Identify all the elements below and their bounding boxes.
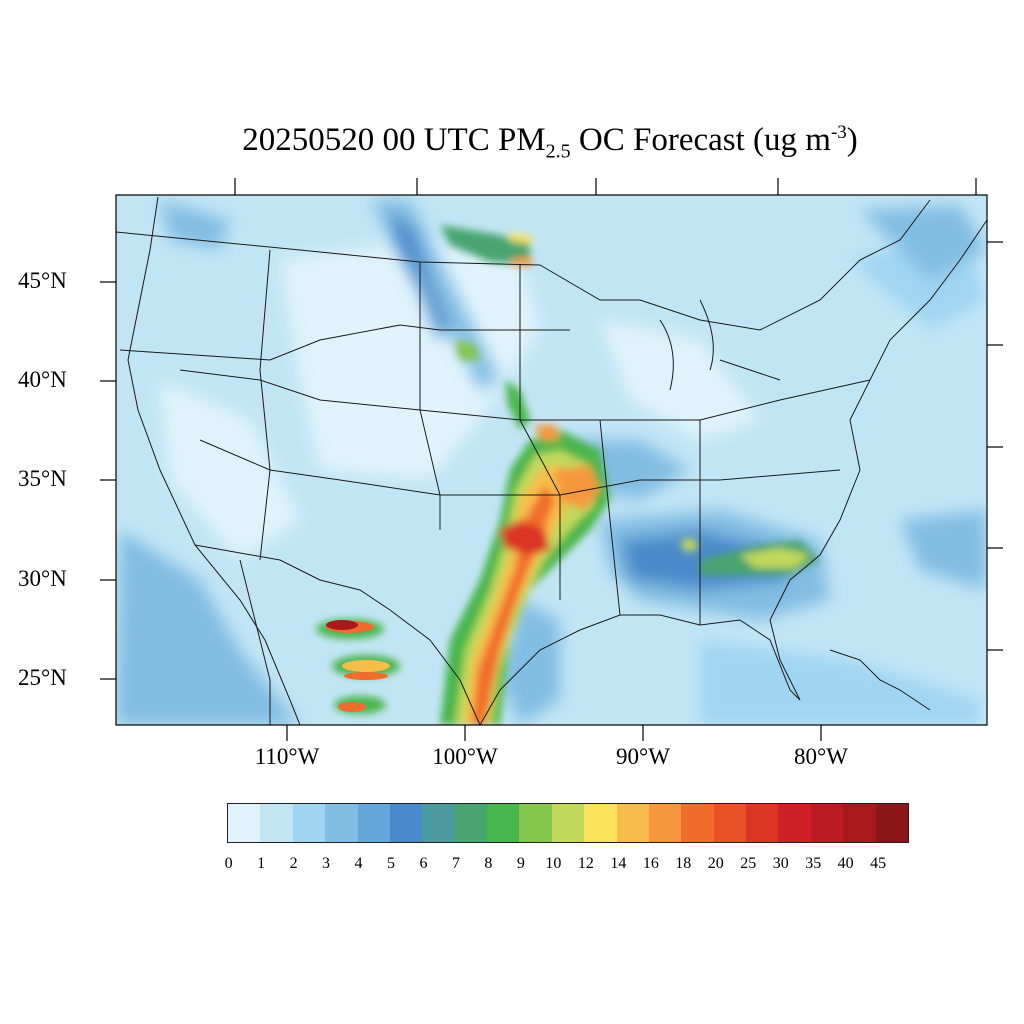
colorbar-swatch <box>228 804 261 842</box>
lat-label-35: 35°N <box>18 466 67 491</box>
colorbar-tick-label: 12 <box>577 855 594 872</box>
great-lakes <box>659 299 781 391</box>
state-line-plains <box>519 265 561 600</box>
lon-label-100w: 100°W <box>432 744 498 769</box>
state-line-central <box>419 262 441 530</box>
gulf-east-coastline <box>479 219 987 725</box>
colorbar-tick-label: 1 <box>257 855 266 872</box>
lat-label-30: 30°N <box>18 566 67 591</box>
colorbar-tick-label: 7 <box>451 855 460 872</box>
colorbar-swatch <box>292 804 326 842</box>
concentration-field <box>116 195 987 725</box>
west-coastline <box>127 196 301 725</box>
colorbar-tick-label: 2 <box>289 855 298 872</box>
colorbar-tick-label: 25 <box>740 855 757 872</box>
mexico-plumes <box>316 619 400 714</box>
colorbar-swatch <box>843 804 876 842</box>
colorbar-swatch <box>713 804 746 842</box>
lon-label-110w: 110°W <box>254 744 320 769</box>
colorbar-tick-label: 16 <box>642 855 659 872</box>
state-line-west <box>259 249 271 561</box>
colorbar-swatch <box>357 804 390 842</box>
colorbar <box>227 803 909 843</box>
caribbean-islands <box>829 649 931 711</box>
colorbar-tick-label: 5 <box>387 855 395 872</box>
lat-label-40: 40°N <box>18 367 67 392</box>
colorbar-swatch <box>422 804 455 842</box>
colorbar-tick-label: 14 <box>610 855 627 872</box>
colorbar-swatch <box>648 804 682 842</box>
title-main: 20250520 00 UTC PM <box>242 122 546 158</box>
us-canada-border <box>116 231 541 266</box>
colorbar-swatch <box>260 804 293 842</box>
colorbar-tick-label: 20 <box>707 855 724 872</box>
title-superscript: -3 <box>830 122 847 143</box>
state-line-south <box>199 439 841 496</box>
map-frame <box>115 194 988 726</box>
colorbar-swatch <box>746 804 779 842</box>
state-line-miss <box>599 419 621 616</box>
colorbar-swatch <box>519 804 552 842</box>
title-subscript: 2.5 <box>545 140 571 163</box>
baja-coast <box>239 559 271 725</box>
title-end: ) <box>846 122 858 158</box>
colorbar-swatch <box>454 804 487 842</box>
great-lakes-border <box>539 199 931 331</box>
colorbar-swatch <box>551 804 585 842</box>
southeast-plume <box>680 538 820 575</box>
colorbar-swatch <box>584 804 617 842</box>
colorbar-tick-label: 9 <box>516 855 525 872</box>
top-ticks <box>234 178 977 195</box>
bottom-ticks <box>286 725 822 741</box>
colorbar-swatch <box>325 804 358 842</box>
colorbar-tick-label: 4 <box>354 855 363 872</box>
lat-label-25: 25°N <box>18 665 67 690</box>
colorbar-swatch <box>616 804 649 842</box>
colorbar-swatch <box>487 804 520 842</box>
low-concentration-areas <box>160 230 987 725</box>
colorbar-swatch <box>389 804 423 842</box>
map-title: 20250520 00 UTC PM2.5 OC Forecast (ug m-… <box>0 122 1024 164</box>
colorbar-tick-label: 35 <box>805 855 822 872</box>
colorbar-tick-label: 0 <box>224 855 233 872</box>
colorbar-tick-label: 6 <box>419 855 428 872</box>
colorbar-swatch <box>681 804 714 842</box>
left-ticks <box>100 281 116 680</box>
colorbar-tick-label: 10 <box>545 855 562 872</box>
title-mid: OC Forecast (ug m <box>570 122 831 158</box>
us-mexico-border <box>194 544 481 725</box>
colorbar-swatch <box>875 804 908 842</box>
political-boundaries <box>116 196 987 725</box>
lon-label-80w: 80°W <box>794 744 848 769</box>
colorbar-tick-label: 30 <box>772 855 789 872</box>
colorbar-tick-label: 45 <box>870 855 887 872</box>
colorbar-tick-label: 40 <box>837 855 854 872</box>
right-ticks <box>987 241 1003 651</box>
lon-label-90w: 90°W <box>616 744 670 769</box>
colorbar-swatch <box>778 804 811 842</box>
colorbar-tick-label: 8 <box>484 855 493 872</box>
colorbar-tick-label: 3 <box>322 855 331 872</box>
colorbar-tick-label: 18 <box>675 855 692 872</box>
colorbar-swatch <box>810 804 844 842</box>
lat-label-45: 45°N <box>18 268 67 293</box>
